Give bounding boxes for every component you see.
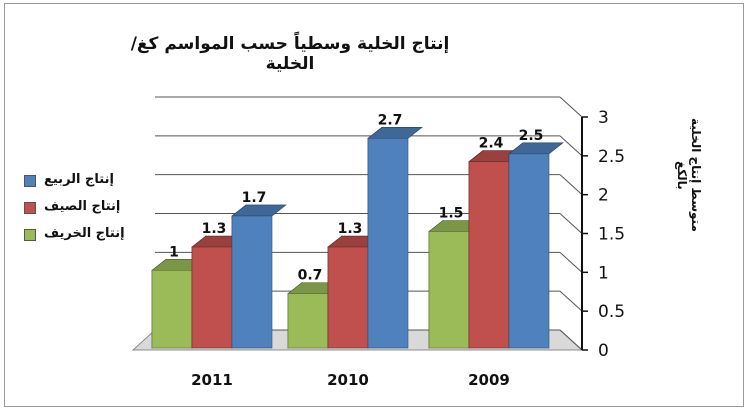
data-label: 1.3 xyxy=(202,221,227,237)
y-tick-label: 1 xyxy=(598,263,609,283)
y-tick-label: 3 xyxy=(598,108,609,128)
data-label: 1.5 xyxy=(439,206,464,222)
bar xyxy=(151,270,193,349)
bar xyxy=(231,215,273,349)
legend-label-autumn: إنتاج الخريف xyxy=(44,226,125,241)
bar xyxy=(191,246,233,349)
legend-swatch-spring xyxy=(24,175,36,187)
y-tick-label: 2 xyxy=(598,186,609,206)
bar xyxy=(287,293,329,349)
gridline-depth xyxy=(559,213,583,234)
gridline-depth xyxy=(559,96,583,118)
legend-label-summer: إنتاج الصيف xyxy=(44,199,121,214)
bar xyxy=(468,161,510,349)
bar-top xyxy=(231,204,287,217)
data-label: 1.7 xyxy=(242,190,267,206)
data-label: 2.4 xyxy=(479,136,504,152)
legend-item-spring: إنتاج الربيع xyxy=(18,172,148,199)
data-label: 1.3 xyxy=(338,221,363,237)
y-tick-label: 0.5 xyxy=(598,302,625,322)
x-tick-label: 2009 xyxy=(468,371,510,389)
data-label: 2.7 xyxy=(378,112,403,128)
gridline-depth xyxy=(559,290,583,312)
bar xyxy=(508,153,550,349)
data-label: 2.5 xyxy=(519,128,544,144)
chart-title: إنتاج الخلية وسطياً حسب المواسم كغ/الخلي… xyxy=(130,34,450,74)
legend-item-autumn: إنتاج الخريف xyxy=(18,226,148,253)
legend-label-spring: إنتاج الربيع xyxy=(44,172,114,187)
gridline-depth xyxy=(559,174,583,196)
x-tick-label: 2011 xyxy=(191,371,233,389)
gridline-depth xyxy=(559,135,583,157)
y-tick-label: 0 xyxy=(598,341,609,361)
legend-swatch-autumn xyxy=(24,229,36,241)
data-label: 0.7 xyxy=(298,268,323,284)
bar xyxy=(367,138,409,349)
gridline-depth xyxy=(559,329,583,351)
y-tick-label: 1.5 xyxy=(598,225,625,245)
legend-item-summer: إنتاج الصيف xyxy=(18,199,148,226)
x-tick-label: 2010 xyxy=(327,371,369,389)
chart-legend: إنتاج الربيع إنتاج الصيف إنتاج الخريف xyxy=(18,172,148,253)
gridline-depth xyxy=(559,251,583,273)
bar-top xyxy=(508,142,564,155)
data-label: 1 xyxy=(169,244,179,260)
bar xyxy=(327,246,369,349)
y-axis-label: متوسط إنتاج الخلية بالكغ xyxy=(675,118,703,232)
legend-swatch-summer xyxy=(24,202,36,214)
bar-top xyxy=(367,127,423,139)
bar xyxy=(428,231,470,349)
y-tick-label: 2.5 xyxy=(598,147,625,167)
